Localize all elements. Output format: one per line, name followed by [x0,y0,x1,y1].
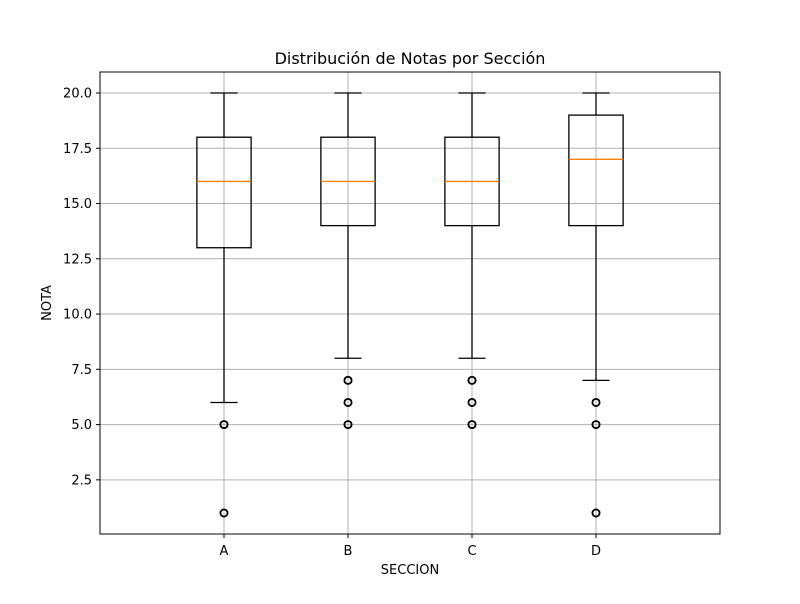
outlier-point [343,375,353,385]
outlier-point [467,375,477,385]
outlier-point [467,420,477,430]
x-tick-label: B [344,544,353,559]
y-tick-label: 15.0 [63,197,92,212]
y-tick-label: 10.0 [63,308,92,323]
x-tick-label: C [467,544,476,559]
plot-area-frame [99,71,721,535]
y-tick-label: 7.5 [71,363,92,378]
y-tick-label: 2.5 [71,473,92,488]
y-tick-label: 17.5 [63,142,92,157]
grid-lines [100,72,720,534]
boxes [196,92,624,518]
outlier-point [219,420,229,430]
outlier-point [591,397,601,407]
x-axis-label: SECCION [381,563,439,578]
iqr-box [196,136,252,249]
outlier-point [343,420,353,430]
y-axis-label: NOTA [40,285,55,321]
outlier-point [591,508,601,518]
x-tick-label: D [591,544,601,559]
y-tick-label: 5.0 [71,418,92,433]
outlier-point [467,397,477,407]
x-tick-label: A [220,544,229,559]
outlier-point [591,420,601,430]
outlier-point [343,397,353,407]
chart-title: Distribución de Notas por Sección [275,49,546,68]
iqr-box [568,114,624,227]
y-tick-label: 12.5 [63,252,92,267]
axes: 2.5 5.0 7.5 10.0 12.5 15.0 17.5 20.0 A B C D [63,87,601,560]
outlier-point [219,508,229,518]
y-tick-label: 20.0 [63,87,92,102]
